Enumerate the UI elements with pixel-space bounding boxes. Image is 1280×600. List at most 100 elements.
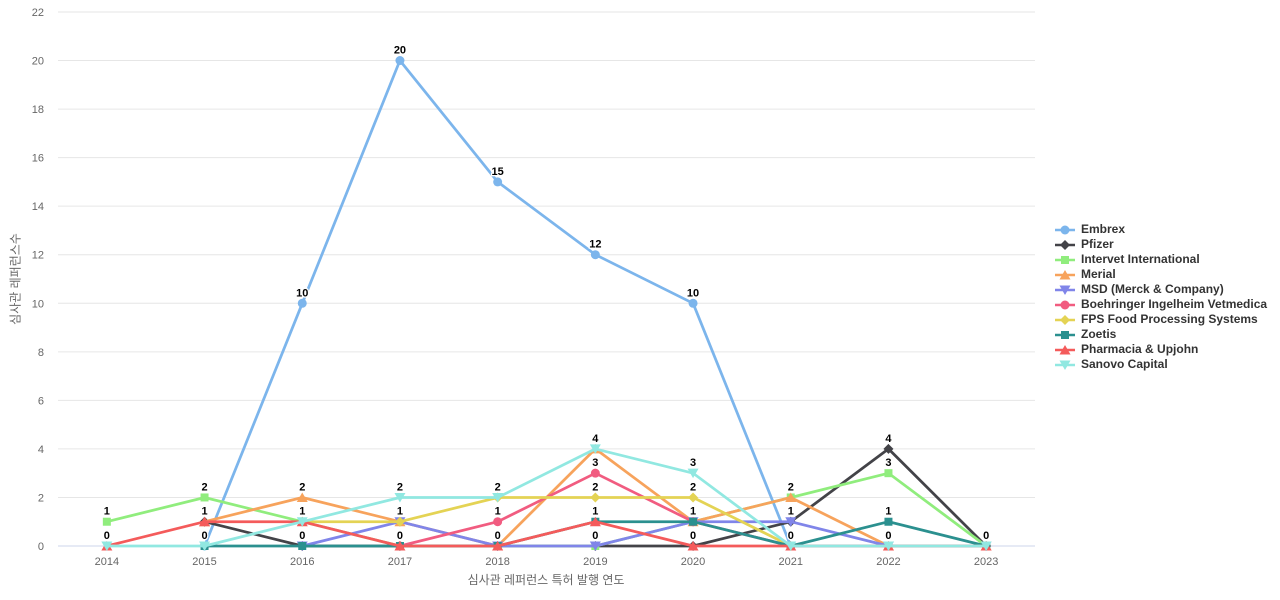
series-line-fps-food-processing-systems[interactable]: [300, 496, 793, 548]
data-label-2016-1: 1: [299, 506, 305, 518]
point-boehringer-ingelheim-vetmedica-2019[interactable]: [590, 468, 600, 478]
point-fps-food-processing-systems-2019[interactable]: [590, 492, 601, 503]
pharmacia-upjohn-marker-glyph[interactable]: [1059, 344, 1071, 355]
fps-food-processing-systems-legend-marker-icon: [1055, 314, 1075, 325]
point-sanovo-capital-2016[interactable]: [296, 517, 308, 527]
data-label-2018-2: 2: [495, 481, 501, 493]
point-sanovo-capital-2022[interactable]: [882, 541, 894, 552]
point-sanovo-capital-2023[interactable]: [980, 541, 992, 552]
data-label-2015-0: 0: [201, 530, 207, 542]
point-pfizer-2022[interactable]: [883, 443, 894, 454]
legend-item-msd-merck-company[interactable]: MSD (Merck & Company): [1054, 282, 1267, 297]
legend-item-zoetis[interactable]: Zoetis: [1054, 327, 1267, 342]
point-intervet-international-2014[interactable]: [102, 517, 111, 526]
legend-label: FPS Food Processing Systems: [1081, 312, 1258, 326]
point-sanovo-capital-2015[interactable]: [199, 541, 211, 552]
pfizer-marker-glyph[interactable]: [1060, 239, 1070, 250]
data-label-2019-2: 2: [592, 481, 598, 493]
data-label-2015-2: 2: [201, 481, 207, 493]
point-merial-2021[interactable]: [785, 492, 797, 502]
sanovo-capital-marker-glyph[interactable]: [1059, 360, 1071, 370]
point-pharmacia-upjohn-2020[interactable]: [687, 541, 699, 551]
point-pharmacia-upjohn-2015[interactable]: [199, 516, 211, 527]
x-tick-2016: 2016: [290, 556, 314, 568]
msd-merck-company-marker-glyph[interactable]: [1059, 285, 1071, 295]
embrex-marker-glyph[interactable]: [1060, 225, 1070, 234]
legend-item-pfizer[interactable]: Pfizer: [1054, 237, 1267, 252]
point-embrex-2017[interactable]: [395, 56, 405, 66]
data-label-2021-2: 2: [788, 481, 794, 493]
y-tick-16: 16: [32, 153, 44, 165]
data-label-2018-0: 0: [495, 530, 501, 542]
data-label-2017-1: 1: [397, 506, 403, 518]
point-intervet-international-2015[interactable]: [200, 493, 209, 502]
legend-item-intervet-international[interactable]: Intervet International: [1054, 252, 1267, 267]
point-sanovo-capital-2017[interactable]: [394, 492, 406, 503]
point-embrex-2016[interactable]: [297, 298, 307, 308]
point-pharmacia-upjohn-2017[interactable]: [394, 541, 406, 551]
x-tick-2019: 2019: [583, 556, 607, 568]
data-label-2018-1: 1: [495, 506, 501, 518]
data-label-2014-1: 1: [104, 506, 110, 518]
legend-label: Intervet International: [1081, 252, 1200, 266]
data-label-2020-3: 3: [690, 457, 696, 469]
pharmacia-upjohn-legend-marker-icon: [1055, 344, 1075, 355]
point-intervet-international-2022[interactable]: [884, 469, 893, 478]
legend-item-pharmacia-upjohn[interactable]: Pharmacia & Upjohn: [1054, 342, 1267, 357]
legend-item-merial[interactable]: Merial: [1054, 267, 1267, 282]
point-sanovo-capital-2021[interactable]: [785, 541, 797, 552]
series-line-sanovo-capital[interactable]: [105, 447, 988, 548]
point-msd-merck-company-2019[interactable]: [589, 541, 601, 552]
y-tick-22: 22: [32, 7, 44, 19]
point-fps-food-processing-systems-2020[interactable]: [688, 492, 699, 503]
point-sanovo-capital-2018[interactable]: [492, 492, 504, 503]
zoetis-marker-glyph[interactable]: [1061, 330, 1069, 339]
point-zoetis-2020[interactable]: [689, 517, 698, 526]
point-boehringer-ingelheim-vetmedica-2018[interactable]: [493, 517, 503, 527]
x-tick-2015: 2015: [192, 556, 216, 568]
point-zoetis-2022[interactable]: [884, 517, 893, 526]
point-zoetis-2016[interactable]: [298, 542, 307, 550]
merial-legend-marker-icon: [1055, 269, 1075, 280]
boehringer-ingelheim-vetmedica-legend-marker-icon: [1055, 300, 1075, 309]
data-label-2020-1: 1: [690, 506, 696, 518]
legend-item-embrex[interactable]: Embrex: [1054, 222, 1267, 237]
point-pharmacia-upjohn-2019[interactable]: [589, 516, 601, 527]
point-sanovo-capital-2020[interactable]: [687, 468, 699, 479]
x-tick-2018: 2018: [485, 556, 509, 568]
legend-label: Sanovo Capital: [1081, 357, 1168, 371]
legend-item-fps-food-processing-systems[interactable]: FPS Food Processing Systems: [1054, 312, 1267, 327]
point-embrex-2018[interactable]: [493, 177, 503, 187]
point-fps-food-processing-systems-2017[interactable]: [394, 516, 405, 527]
point-pharmacia-upjohn-2018[interactable]: [492, 541, 504, 551]
sanovo-capital-legend-marker-icon: [1055, 360, 1075, 370]
series-line-pharmacia-upjohn[interactable]: [105, 520, 988, 548]
point-sanovo-capital-2014[interactable]: [101, 541, 113, 552]
merial-marker-glyph[interactable]: [1059, 269, 1071, 280]
x-tick-2021: 2021: [779, 556, 803, 568]
point-sanovo-capital-2019[interactable]: [589, 444, 601, 454]
msd-merck-company-legend-marker-icon: [1055, 285, 1075, 295]
data-label-2017-0: 0: [397, 530, 403, 542]
x-tick-2023: 2023: [974, 556, 998, 568]
y-tick-2: 2: [38, 492, 44, 504]
embrex-legend-marker-icon: [1055, 225, 1075, 234]
y-axis-title: 심사관 레퍼런스수: [8, 233, 23, 325]
boehringer-ingelheim-vetmedica-marker-glyph[interactable]: [1060, 300, 1070, 309]
point-embrex-2020[interactable]: [688, 298, 698, 308]
legend-label: Pharmacia & Upjohn: [1081, 342, 1199, 356]
fps-food-processing-systems-marker-glyph[interactable]: [1060, 314, 1070, 325]
legend-label: Merial: [1081, 267, 1116, 281]
data-label-2017-20: 20: [394, 45, 406, 57]
y-tick-6: 6: [38, 395, 44, 407]
intervet-international-marker-glyph[interactable]: [1061, 255, 1069, 264]
data-label-2023-0: 0: [983, 530, 989, 542]
point-embrex-2019[interactable]: [590, 250, 600, 260]
point-msd-merck-company-2021[interactable]: [785, 517, 797, 527]
legend-item-boehringer-ingelheim-vetmedica[interactable]: Boehringer Ingelheim Vetmedica: [1054, 297, 1267, 312]
legend-label: Zoetis: [1081, 327, 1117, 341]
point-merial-2016[interactable]: [296, 492, 308, 502]
legend-item-sanovo-capital[interactable]: Sanovo Capital: [1054, 357, 1267, 372]
data-label-2022-0: 0: [885, 530, 891, 542]
